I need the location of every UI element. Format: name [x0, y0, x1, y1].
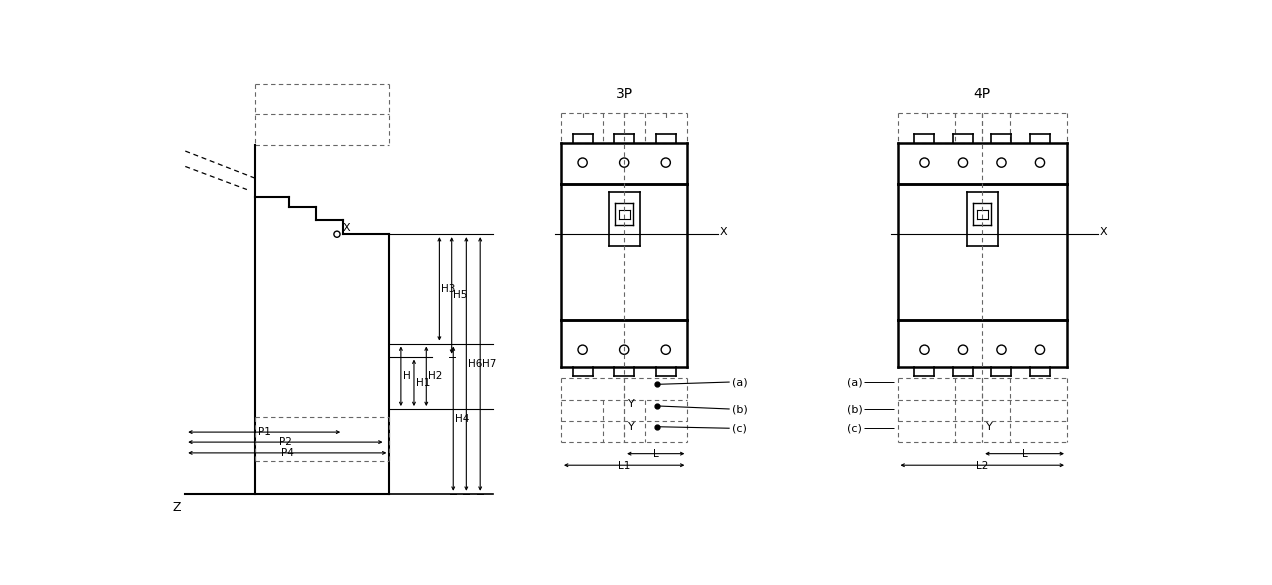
Text: H7: H7 [482, 359, 496, 369]
Text: (a): (a) [731, 377, 748, 387]
Text: L: L [1021, 449, 1028, 459]
Text: (b): (b) [847, 404, 864, 414]
Text: P1: P1 [258, 428, 271, 438]
Text: 3P: 3P [616, 87, 632, 101]
Text: H4: H4 [455, 414, 469, 424]
Text: 4P: 4P [973, 87, 991, 101]
Text: L: L [653, 449, 659, 459]
Text: P2: P2 [279, 438, 291, 448]
Text: (b): (b) [731, 404, 748, 414]
Text: L1: L1 [618, 460, 631, 470]
Text: H2: H2 [427, 371, 443, 381]
Text: L2: L2 [976, 460, 988, 470]
Text: H1: H1 [416, 378, 430, 388]
Text: H6: H6 [468, 359, 482, 369]
Text: P4: P4 [281, 448, 294, 458]
Text: X: X [343, 223, 351, 233]
Text: Y: Y [986, 422, 993, 432]
Text: (c): (c) [847, 424, 862, 433]
Text: H3: H3 [441, 284, 455, 294]
Text: H: H [403, 371, 411, 381]
Text: Y: Y [628, 422, 635, 432]
Text: H5: H5 [453, 290, 468, 301]
Text: Z: Z [173, 501, 182, 514]
Text: Y: Y [628, 398, 635, 408]
Text: (a): (a) [847, 377, 864, 387]
Text: (c): (c) [731, 424, 747, 433]
Text: X: X [720, 227, 728, 237]
Text: X: X [1099, 227, 1107, 237]
